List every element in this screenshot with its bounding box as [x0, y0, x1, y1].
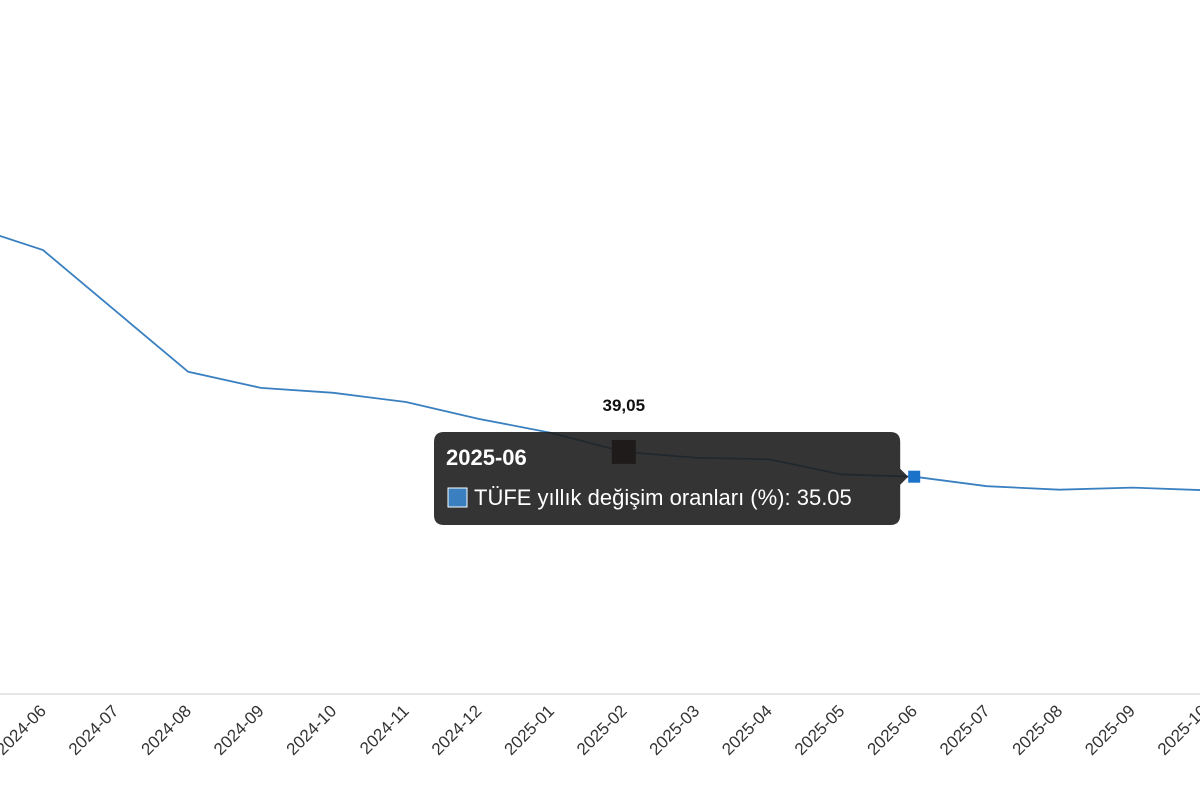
data-label: 39,05: [603, 396, 646, 415]
tooltip-swatch: [447, 487, 468, 508]
active-marker: [908, 470, 921, 483]
x-tick-label: 2024-09: [210, 701, 268, 759]
x-tick-label: 2024-07: [65, 701, 123, 759]
tooltip-text: TÜFE yıllık değişim oranları (%): 35.05: [474, 485, 852, 510]
x-tick-label: 2025-07: [936, 701, 994, 759]
x-tick-label: 2024-11: [356, 701, 413, 758]
x-tick-label: 2025-02: [573, 701, 631, 759]
x-tick-label: 2024-10: [283, 701, 341, 759]
x-tick-label: 2025-01: [500, 701, 558, 759]
tooltip-box: [434, 432, 909, 525]
x-tick-label: 2024-12: [428, 701, 486, 759]
x-tick-label: 2025-06: [863, 701, 921, 759]
x-tick-label: 2024-06: [0, 701, 50, 759]
x-tick-label: 2025-10: [1154, 701, 1200, 759]
x-tick-label: 2025-03: [646, 701, 704, 759]
tooltip: 2025-06 TÜFE yıllık değişim oranları (%)…: [434, 432, 909, 525]
x-tick-label: 2025-08: [1009, 701, 1067, 759]
x-tick-label: 2024-08: [137, 701, 195, 759]
tooltip-title: 2025-06: [446, 445, 527, 470]
x-tick-label: 2025-05: [791, 701, 849, 759]
x-tick-label: 2025-04: [718, 701, 776, 759]
x-tick-label: 2025-09: [1081, 701, 1139, 759]
